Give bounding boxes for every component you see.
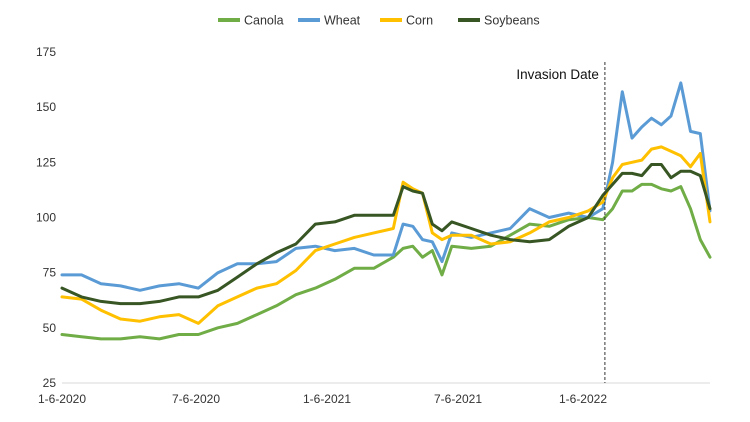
y-tick-label: 75	[43, 266, 57, 280]
annotation-layer: Invasion Date	[516, 62, 606, 383]
invasion-date-label: Invasion Date	[516, 67, 599, 82]
y-tick-label: 50	[43, 321, 57, 335]
y-axis: 25 50 75 100 125 150 175	[36, 45, 56, 390]
series-line-corn	[60, 145, 712, 325]
series-layer	[60, 81, 712, 341]
series-line-wheat	[60, 81, 712, 292]
x-tick-label: 1-6-2020	[38, 392, 86, 406]
x-tick-label: 7-6-2021	[434, 392, 482, 406]
legend: Canola Wheat Corn Soybeans	[218, 14, 540, 28]
series-line-canola	[60, 182, 712, 341]
x-tick-label: 1-6-2021	[303, 392, 351, 406]
legend-label-corn: Corn	[406, 14, 433, 28]
series-line-soybeans	[60, 163, 712, 306]
y-tick-label: 25	[43, 376, 57, 390]
legend-label-soybeans: Soybeans	[484, 14, 540, 28]
legend-label-canola: Canola	[244, 14, 284, 28]
y-tick-label: 150	[36, 100, 56, 114]
y-tick-label: 100	[36, 211, 56, 225]
x-axis: 1-6-2020 7-6-2020 1-6-2021 7-6-2021 1-6-2022	[38, 382, 710, 406]
y-tick-label: 175	[36, 45, 56, 59]
y-tick-label: 125	[36, 155, 56, 169]
legend-label-wheat: Wheat	[324, 14, 361, 28]
x-tick-label: 1-6-2022	[559, 392, 607, 406]
x-tick-label: 7-6-2020	[172, 392, 220, 406]
